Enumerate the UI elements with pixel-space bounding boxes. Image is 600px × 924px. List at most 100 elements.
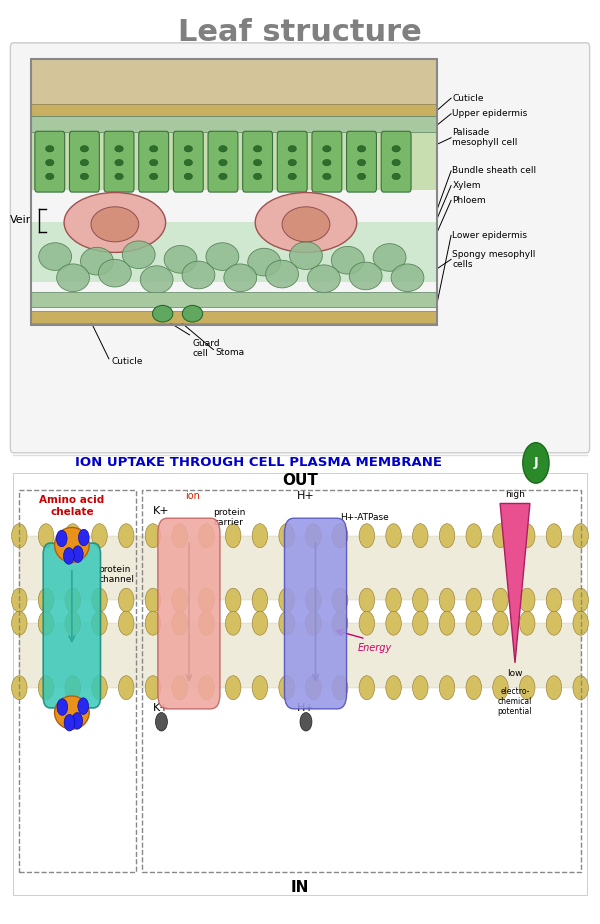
FancyBboxPatch shape <box>312 131 342 192</box>
Ellipse shape <box>373 244 406 272</box>
Circle shape <box>493 524 508 548</box>
Circle shape <box>573 589 589 613</box>
Ellipse shape <box>219 173 227 179</box>
Circle shape <box>92 612 107 635</box>
Circle shape <box>56 530 67 547</box>
Ellipse shape <box>219 146 227 152</box>
Circle shape <box>172 612 187 635</box>
Circle shape <box>64 548 74 565</box>
Ellipse shape <box>98 260 131 287</box>
Circle shape <box>57 699 68 715</box>
Text: Upper epidermis: Upper epidermis <box>452 109 527 118</box>
Circle shape <box>439 524 455 548</box>
FancyBboxPatch shape <box>31 310 437 322</box>
Text: Stoma: Stoma <box>215 347 244 357</box>
FancyBboxPatch shape <box>242 131 272 192</box>
Ellipse shape <box>122 241 155 269</box>
FancyBboxPatch shape <box>43 543 101 708</box>
Circle shape <box>279 675 295 699</box>
Circle shape <box>520 612 535 635</box>
Ellipse shape <box>282 207 330 242</box>
Circle shape <box>332 612 348 635</box>
Circle shape <box>439 675 455 699</box>
Circle shape <box>65 589 80 613</box>
FancyBboxPatch shape <box>19 536 581 601</box>
Ellipse shape <box>46 173 54 179</box>
FancyBboxPatch shape <box>70 131 100 192</box>
Text: Guard
cell: Guard cell <box>193 338 220 358</box>
Circle shape <box>226 589 241 613</box>
Text: Palisade
mesophyll cell: Palisade mesophyll cell <box>452 128 518 148</box>
Circle shape <box>226 675 241 699</box>
Ellipse shape <box>39 243 71 271</box>
Text: OUT: OUT <box>282 473 318 488</box>
Circle shape <box>413 524 428 548</box>
FancyBboxPatch shape <box>381 131 411 192</box>
Circle shape <box>359 524 374 548</box>
Circle shape <box>546 589 562 613</box>
Circle shape <box>413 589 428 613</box>
Circle shape <box>386 675 401 699</box>
Ellipse shape <box>206 243 239 271</box>
Ellipse shape <box>55 528 89 563</box>
Ellipse shape <box>152 306 173 322</box>
Text: Spongy mesophyll
cells: Spongy mesophyll cells <box>452 249 536 269</box>
FancyBboxPatch shape <box>31 223 437 283</box>
Circle shape <box>172 524 187 548</box>
Text: protein
channel: protein channel <box>98 565 134 584</box>
Ellipse shape <box>115 159 123 165</box>
Ellipse shape <box>392 173 400 179</box>
Circle shape <box>226 524 241 548</box>
Ellipse shape <box>349 262 382 290</box>
Ellipse shape <box>290 242 322 270</box>
Circle shape <box>493 675 508 699</box>
Ellipse shape <box>115 173 123 179</box>
Text: J: J <box>533 456 538 469</box>
Circle shape <box>413 675 428 699</box>
Ellipse shape <box>184 159 193 165</box>
Ellipse shape <box>219 159 227 165</box>
Ellipse shape <box>140 266 173 294</box>
Polygon shape <box>500 504 530 663</box>
Text: K+: K+ <box>153 703 170 713</box>
Ellipse shape <box>46 146 54 152</box>
Circle shape <box>252 524 268 548</box>
Ellipse shape <box>323 159 331 165</box>
Circle shape <box>279 589 295 613</box>
FancyBboxPatch shape <box>31 58 437 104</box>
FancyBboxPatch shape <box>31 116 437 132</box>
Ellipse shape <box>266 261 299 288</box>
Circle shape <box>199 612 214 635</box>
Text: H+: H+ <box>297 703 315 713</box>
Circle shape <box>332 524 348 548</box>
Circle shape <box>199 524 214 548</box>
Circle shape <box>38 612 54 635</box>
FancyBboxPatch shape <box>139 131 169 192</box>
Circle shape <box>439 612 455 635</box>
Circle shape <box>145 675 161 699</box>
Circle shape <box>520 589 535 613</box>
Circle shape <box>305 524 321 548</box>
Text: Amino acid
chelate: Amino acid chelate <box>39 495 104 517</box>
Circle shape <box>118 612 134 635</box>
Circle shape <box>332 589 348 613</box>
Ellipse shape <box>149 159 158 165</box>
Circle shape <box>252 612 268 635</box>
Circle shape <box>359 675 374 699</box>
FancyBboxPatch shape <box>347 131 376 192</box>
FancyBboxPatch shape <box>208 131 238 192</box>
Text: Phloem: Phloem <box>452 196 486 205</box>
Circle shape <box>38 524 54 548</box>
Circle shape <box>359 612 374 635</box>
Circle shape <box>279 524 295 548</box>
Circle shape <box>386 589 401 613</box>
Ellipse shape <box>56 264 89 292</box>
Ellipse shape <box>182 306 203 322</box>
Text: K+: K+ <box>153 505 170 516</box>
Text: ion: ion <box>185 491 200 501</box>
Circle shape <box>78 698 89 714</box>
Circle shape <box>386 524 401 548</box>
Circle shape <box>145 524 161 548</box>
Circle shape <box>73 546 83 563</box>
Circle shape <box>172 675 187 699</box>
